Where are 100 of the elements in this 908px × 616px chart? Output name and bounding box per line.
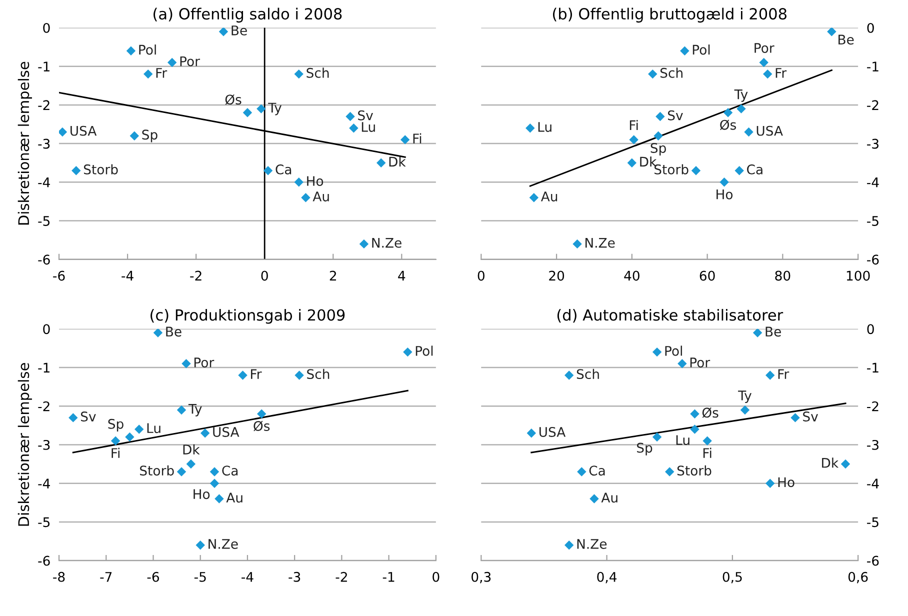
annotation: N.Ze [577,539,607,549]
x-tick-label: 4 [398,270,406,281]
point [294,69,304,79]
annotation: Be [232,26,247,36]
y-tick-label: -6 [867,556,879,566]
annotation: Ty [734,89,748,102]
point [827,28,836,36]
annotation: Lu [362,122,375,132]
y-tick-label: -5 [38,517,50,528]
annotation: Fr [776,68,787,78]
point [125,432,134,442]
annotation: Au [601,492,618,503]
annotation: Dk [389,156,406,166]
point [238,370,248,380]
annotation: Lu [676,435,690,446]
annotation: Sp [108,418,124,432]
point [359,239,369,249]
point [759,58,768,68]
annotation: Øs [702,407,718,418]
annotation: Storb [677,465,712,476]
point [766,370,775,380]
annotation: USA [70,126,97,136]
point [68,413,78,422]
annotation: USA [213,426,240,437]
annotation: Pol [139,44,156,55]
x-tick-label: 0,4 [597,572,617,584]
annotation: Fr [778,369,790,379]
annotation: Øs [254,420,270,432]
annotation: Dk [183,444,200,454]
x-tick-label: 0,6 [848,572,868,584]
annotation: Ty [268,102,282,116]
point [376,158,386,168]
point [648,69,658,79]
annotation: Ho [716,190,733,200]
annotation: Ty [188,404,202,416]
point [72,166,81,176]
point [349,124,358,133]
y-tick-label: -3 [38,440,50,450]
point [526,428,536,438]
annotation: Øs [225,94,242,105]
y-tick-label: 0 [43,324,50,334]
x-tick-label: 40 [624,270,640,281]
point [196,540,205,550]
point [564,370,574,380]
point [744,127,754,137]
chart-title: (c) Produktionsgab i 2009 [150,308,345,324]
y-tick-label: 0 [867,324,874,334]
x-tick-label: -4 [242,572,254,582]
x-tick-label: -8 [53,572,65,582]
point [153,328,163,338]
annotation: Por [754,43,774,53]
annotation: Sv [668,110,683,120]
point [665,467,674,476]
point [656,112,665,122]
annotation: Be [838,34,854,45]
point [629,135,638,144]
point [218,28,228,36]
x-tick-label: 0,3 [472,572,491,584]
annotation: Pol [665,346,682,356]
point [678,359,687,368]
x-tick-label: -7 [100,572,112,582]
point [176,405,186,415]
point [210,467,220,476]
point [577,467,586,476]
point [762,69,772,79]
x-tick-label: -6 [147,572,159,582]
y-tick-label: -5 [867,216,878,226]
point [740,405,750,415]
annotation: USA [756,126,783,136]
chart-title: (d) Automatiske stabilisatorer [557,308,784,323]
x-tick-label: -3 [288,572,300,582]
annotation: Au [540,192,558,202]
point [200,428,210,438]
annotation: Ca [589,466,605,476]
x-tick-label: 0 [478,270,484,281]
annotation: Sp [142,130,158,142]
annotation: Ho [307,176,324,186]
x-tick-label: -5 [194,572,206,582]
point [182,359,191,368]
annotation: Fi [112,448,120,458]
annotation: Fr [156,68,168,78]
annotation: N.Ze [586,238,615,248]
x-tick-label: -2 [336,572,347,582]
chart-title: (a) Offentlig saldo i 2008 [154,8,342,23]
annotation: Fr [251,369,262,379]
annotation: Por [690,358,710,368]
annotation: Ho [194,489,210,500]
point [564,540,574,550]
annotation: Fi [413,133,422,144]
y-tick-label: -3 [867,138,878,149]
point [294,178,304,187]
annotation: Be [766,326,781,337]
y-tick-label: -4 [38,178,50,188]
annotation: Lu [538,122,552,132]
point [627,158,637,168]
point [790,413,800,422]
y-tick-label: 0 [867,22,874,33]
point [652,432,662,442]
y-tick-label: -4 [38,478,50,488]
annotation: Sch [576,368,599,380]
